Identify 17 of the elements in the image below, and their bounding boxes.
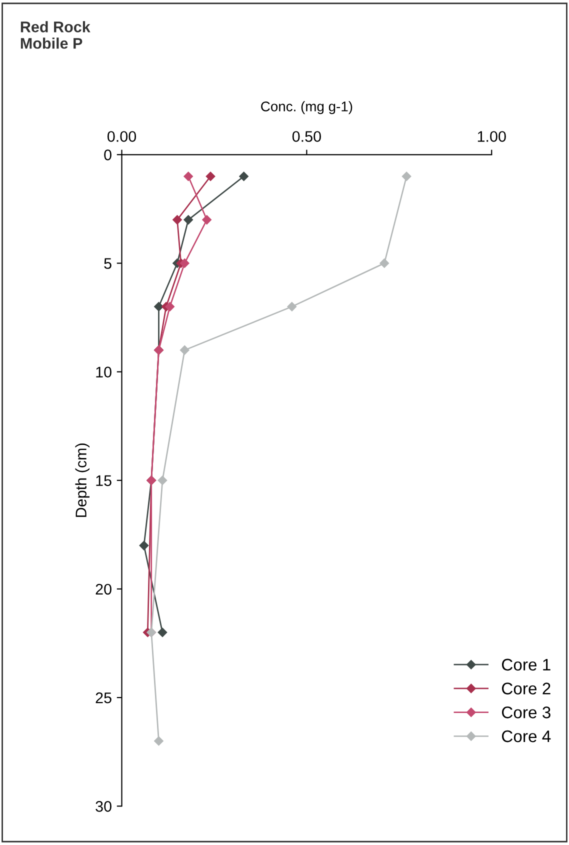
x-tick-label: 0.00 bbox=[107, 131, 136, 142]
y-tick-label: 25 bbox=[96, 692, 112, 704]
x-tick-label: 0.50 bbox=[292, 131, 321, 142]
y-tick-label: 10 bbox=[96, 366, 112, 378]
y-tick-label: 20 bbox=[96, 584, 112, 595]
y-tick-label: 30 bbox=[96, 801, 112, 812]
chart-title: Red Rock Mobile P bbox=[20, 21, 90, 49]
y-tick-label: 5 bbox=[104, 258, 112, 269]
legend-label: Core 3 bbox=[502, 706, 550, 718]
legend-label: Core 2 bbox=[502, 682, 550, 694]
y-axis-title: Depth (cm) bbox=[75, 444, 90, 517]
legend-label: Core 1 bbox=[502, 658, 550, 671]
x-tick-label: 1.00 bbox=[478, 131, 506, 142]
legend-label: Core 4 bbox=[502, 730, 551, 742]
x-axis-title: Conc. (mg g-1) bbox=[261, 101, 352, 114]
y-tick-label: 0 bbox=[104, 150, 112, 160]
y-tick-label: 15 bbox=[96, 475, 112, 486]
